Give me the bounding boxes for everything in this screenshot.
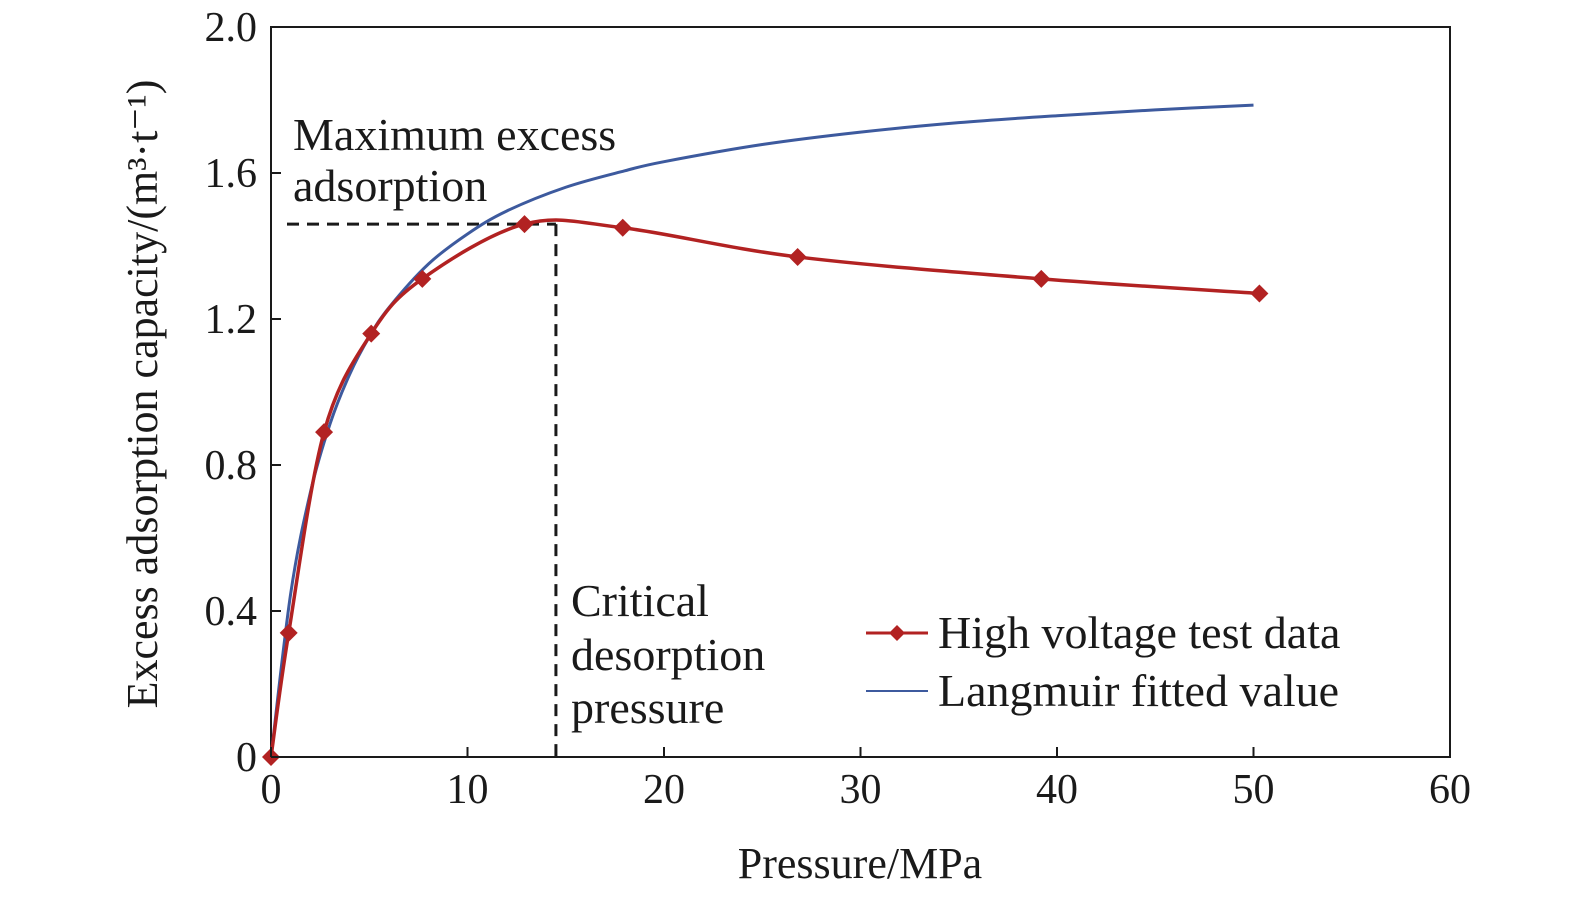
data-point-5 <box>515 215 534 234</box>
x-tick-label-50: 50 <box>1233 767 1275 813</box>
data-point-2 <box>315 423 334 442</box>
reference-lines <box>287 222 558 757</box>
x-tick-label-30: 30 <box>840 767 882 813</box>
annotation-critical-line-2: desorption <box>571 629 765 680</box>
x-tick-label-60: 60 <box>1429 767 1471 813</box>
x-tick-label-20: 20 <box>643 767 685 813</box>
legend-label-langmuir: Langmuir fitted value <box>938 665 1339 716</box>
data-point-8 <box>1032 269 1051 288</box>
y-tick-label-2.0: 2.0 <box>205 5 258 51</box>
data-point-4 <box>413 269 432 288</box>
data-point-6 <box>613 218 632 237</box>
x-tick-label-10: 10 <box>447 767 489 813</box>
annotation-critical-line-1: Critical <box>571 575 709 626</box>
y-tick-label-1.6: 1.6 <box>205 151 258 197</box>
x-tick-label-0: 0 <box>261 767 282 813</box>
x-axis-label: Pressure/MPa <box>738 839 982 888</box>
annotation-max-excess-line-1: Maximum excess <box>293 109 616 160</box>
legend-label-test-data: High voltage test data <box>938 607 1340 658</box>
legend: High voltage test data Langmuir fitted v… <box>866 607 1340 716</box>
y-axis-label: Excess adsorption capacity/(m³·t⁻¹) <box>118 80 167 709</box>
series-line-test-data <box>269 218 1260 758</box>
data-point-9 <box>1250 284 1269 303</box>
y-tick-label-0.4: 0.4 <box>205 589 258 635</box>
x-tick-label-40: 40 <box>1036 767 1078 813</box>
legend-marker-test-data <box>889 625 905 641</box>
y-tick-label-1.2: 1.2 <box>205 297 258 343</box>
data-point-3 <box>362 324 381 343</box>
y-tick-label-0.8: 0.8 <box>205 443 258 489</box>
data-point-7 <box>788 247 807 266</box>
axes: 0 10 20 30 40 50 60 0 0.4 0.8 1.2 1.6 2.0 <box>205 5 1472 813</box>
y-tick-label-0: 0 <box>236 735 257 781</box>
annotation-max-excess-line-2: adsorption <box>293 160 487 211</box>
annotation-critical-line-3: pressure <box>571 682 724 733</box>
data-point-1 <box>279 623 298 642</box>
